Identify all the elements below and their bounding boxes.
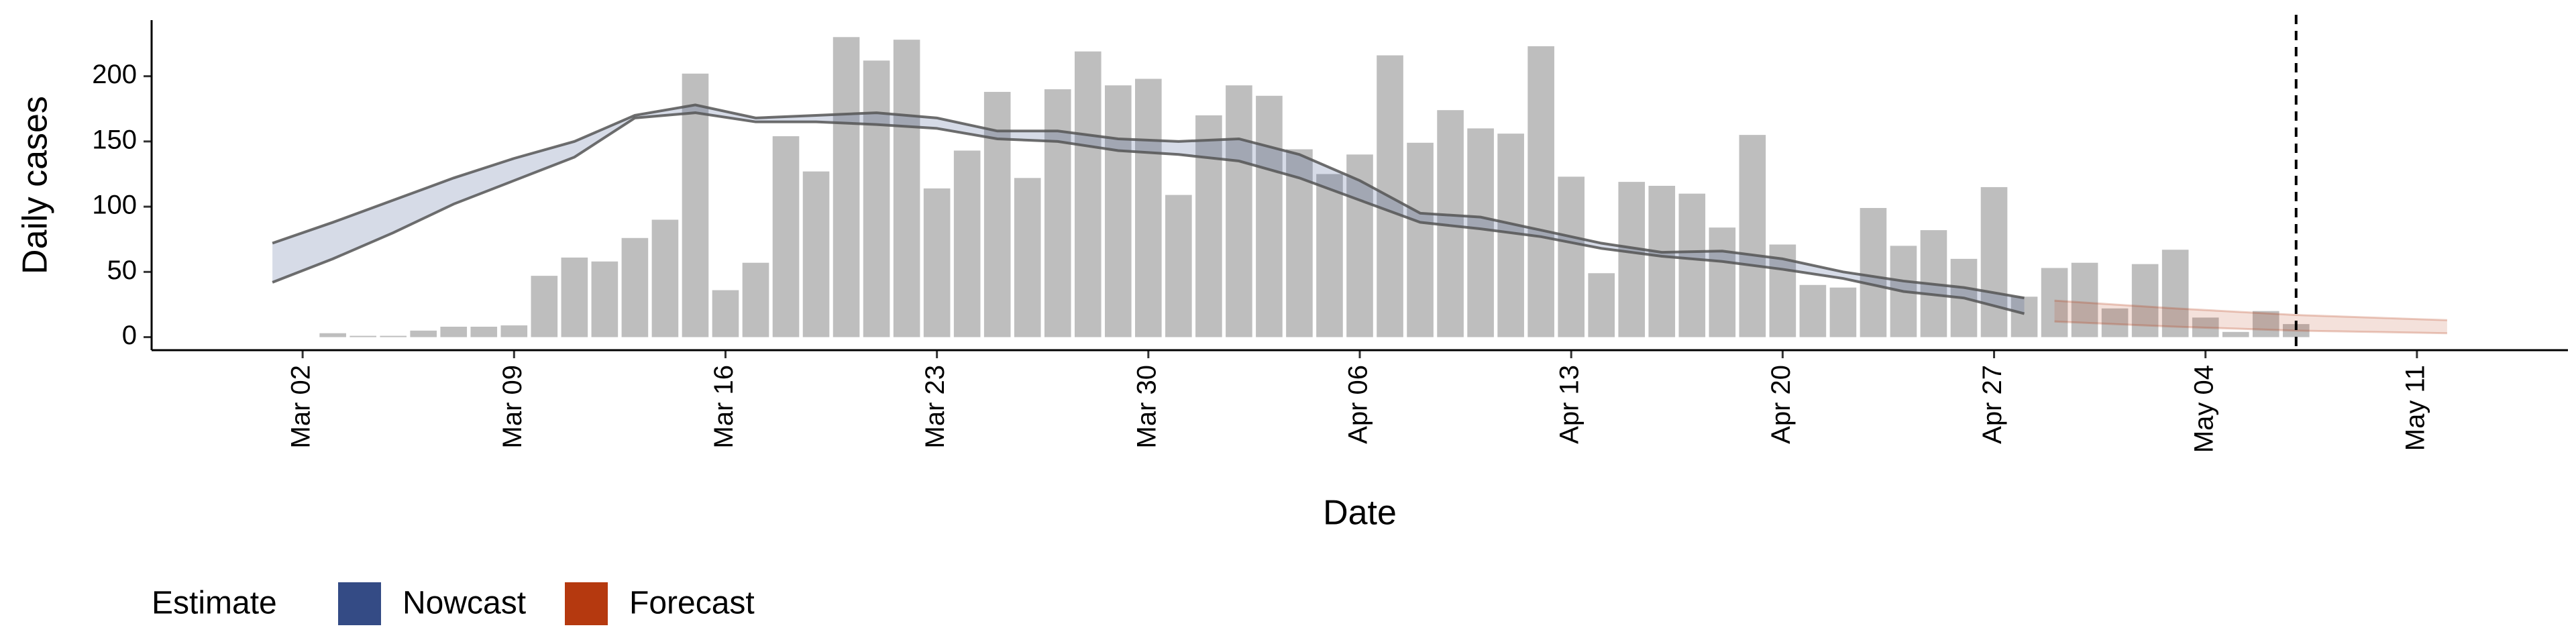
bar [561,257,588,337]
bar [1618,182,1646,337]
bar [953,150,981,337]
x-axis-title: Date [1323,494,1397,533]
bar [2222,331,2249,337]
bar [1256,95,1283,337]
bar [1709,227,1736,337]
bar [500,325,528,337]
bar [923,188,951,337]
legend-label: Forecast [629,586,755,621]
y-tick-label: 50 [107,256,138,285]
band-area [272,105,2025,314]
bar [2252,311,2279,337]
legend-label: Nowcast [402,586,526,621]
bar [470,326,498,337]
bar [833,37,860,337]
bar [410,330,437,337]
bar [2161,250,2189,337]
bar [2041,268,2068,337]
bar [682,73,709,337]
bar [1799,284,1827,337]
bar [742,262,769,337]
bar [440,326,468,337]
y-tick-label: 100 [92,191,137,220]
bar [1165,195,1192,337]
bar [1316,174,1343,337]
bar [350,335,376,337]
bar [772,136,800,337]
band-area [2054,301,2447,333]
bar [591,261,619,337]
bar [1980,186,2008,337]
bar [1648,185,1676,337]
bar [1829,287,1857,337]
bar [1074,51,1102,337]
x-tick-label: Apr 27 [1978,365,2007,444]
band-upper-line [2054,299,2447,321]
bar [983,91,1011,337]
bar [1226,85,1252,337]
x-tick-label: Mar 09 [498,365,527,449]
bar [802,171,830,337]
bar [1860,208,1887,337]
bar [1467,128,1494,337]
bar [1135,78,1162,337]
x-tick-label: Apr 13 [1555,365,1585,444]
x-tick-label: May 11 [2400,365,2430,451]
bar [1588,273,1615,337]
bar [2192,317,2219,337]
x-tick-label: Apr 06 [1344,365,1373,444]
bar [380,335,407,337]
bar [1678,193,1706,337]
y-tick-label: 200 [92,60,137,89]
bar [863,60,890,337]
bar [1195,115,1222,337]
bar [2282,324,2310,337]
bar [1407,142,1434,337]
bar [2071,262,2098,337]
bar [1497,133,1524,337]
bar [1044,89,1071,337]
y-tick-label: 150 [92,125,137,154]
bar [651,219,679,337]
legend-title: Estimate [152,586,277,621]
legend-swatch [565,582,608,625]
x-tick-label: Mar 16 [709,365,739,449]
bar [2101,308,2129,337]
y-axis-title: Daily cases [16,96,55,274]
band-lower-line [272,111,2025,315]
bar [1558,176,1585,337]
x-tick-label: Mar 23 [920,365,950,449]
x-tick-label: Mar 30 [1132,365,1161,449]
bar [319,333,346,337]
bar [1014,178,1041,337]
bar [2131,264,2159,337]
x-tick-label: Mar 02 [286,365,316,449]
legend-swatch [338,582,381,625]
bar [621,237,649,337]
x-tick-label: May 04 [2189,365,2218,453]
bar [531,276,558,337]
x-tick-label: Apr 20 [1766,365,1796,444]
band-upper-line [272,103,2025,300]
bar [893,40,920,337]
bar [2010,297,2038,337]
bar [1104,85,1132,337]
bar [1527,46,1554,337]
bar [1739,135,1766,337]
bar [712,290,739,337]
y-tick-label: 0 [122,321,137,350]
band-lower-line [2054,320,2447,335]
